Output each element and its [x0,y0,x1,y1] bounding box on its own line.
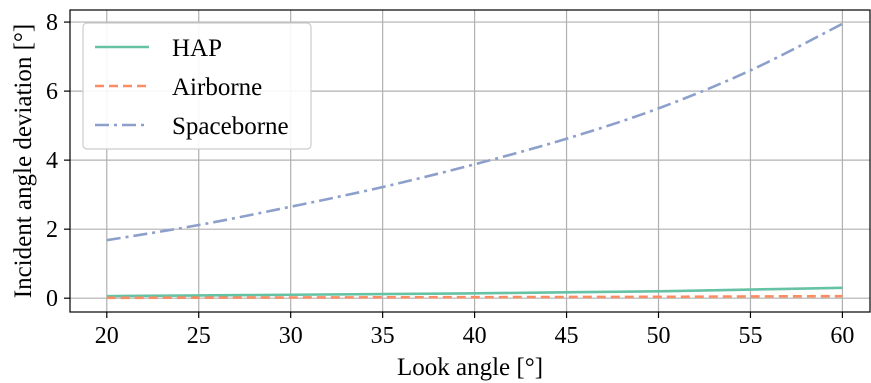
legend-box [82,22,312,150]
axis-ticks: 20 25 30 35 40 45 50 55 60 0 2 4 6 8 [46,10,854,349]
plot-frame [69,9,871,313]
legend-label-hap: HAP [172,35,222,62]
x-axis-label: Look angle [°] [397,354,543,381]
y-tick-label: 4 [46,148,58,174]
x-tick-label: 45 [555,323,579,349]
x-tick-label: 30 [279,323,303,349]
x-tick-label: 60 [830,323,854,349]
y-tick-label: 6 [46,79,58,105]
series-line-hap [106,286,843,298]
x-tick-label: 50 [647,323,671,349]
legend-label-airborne: Airborne [172,74,262,101]
y-tick-label: 2 [46,217,58,243]
x-tick-label: 20 [95,323,119,349]
x-tick-label: 55 [738,323,762,349]
series-line-airborne [106,294,843,300]
y-tick-label: 0 [46,286,58,312]
x-tick-label: 25 [187,323,211,349]
y-tick-label: 8 [46,10,58,36]
legend: HAP Airborne Spaceborne [82,22,312,150]
legend-label-spaceborne: Spaceborne [172,113,289,140]
y-axis-label: Incident angle deviation [°] [10,24,37,298]
grid-lines [70,10,870,312]
series-lines [106,22,843,300]
x-tick-label: 40 [463,323,487,349]
x-tick-label: 35 [371,323,395,349]
